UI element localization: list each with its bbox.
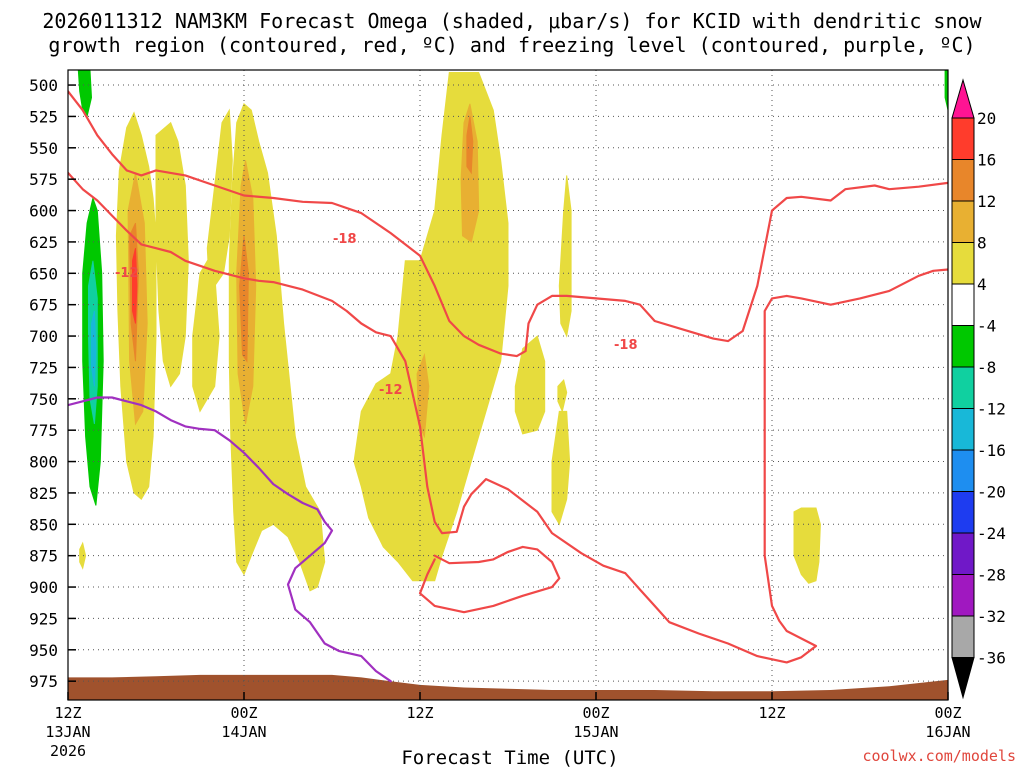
x-tick-l1-60: 00Z <box>934 704 961 722</box>
x-tick-l3-0: 2026 <box>50 742 86 760</box>
omega-region-6 <box>514 335 546 435</box>
y-tick-label-500: 500 <box>29 76 58 95</box>
contour-label-minus18-b: -18 <box>614 338 638 353</box>
x-tick-l1-0: 12Z <box>54 704 81 722</box>
colorbar-segment-8 <box>951 408 975 451</box>
omega-region-19 <box>132 248 138 324</box>
y-tick-label-650: 650 <box>29 264 58 283</box>
chart-title-line2: growth region (contoured, red, ºC) and f… <box>48 33 975 57</box>
colorbar-segment-6 <box>951 325 975 368</box>
omega-region-8 <box>551 410 571 526</box>
omega-region-20 <box>77 70 93 118</box>
y-tick-label-600: 600 <box>29 202 58 221</box>
colorbar-segment-11 <box>951 532 975 575</box>
x-tick-l2-36: 15JAN <box>573 723 618 741</box>
y-tick-label-975: 975 <box>29 672 58 691</box>
colorbar-label-7: -12 <box>977 400 1006 419</box>
y-tick-label-550: 550 <box>29 139 58 158</box>
colorbar-label-1: 16 <box>977 151 996 170</box>
colorbar-segment-5 <box>951 283 975 326</box>
colorbar-segment-12 <box>951 574 975 617</box>
plot-frame <box>67 69 949 701</box>
colorbar-segment-bottom <box>951 657 975 700</box>
colorbar-label-3: 8 <box>977 234 987 253</box>
colorbar-label-2: 12 <box>977 192 996 211</box>
y-tick-label-875: 875 <box>29 547 58 566</box>
x-tick-l2-12: 14JAN <box>221 723 266 741</box>
omega-region-18 <box>466 116 474 175</box>
omega-region-11 <box>79 541 87 570</box>
colorbar-label-11: -28 <box>977 566 1006 585</box>
colorbar-label-8: -16 <box>977 441 1006 460</box>
colorbar-label-9: -20 <box>977 483 1006 502</box>
contour-label-minus18-a: -18 <box>333 232 357 247</box>
contour-label-minus12-a: -12 <box>115 266 139 281</box>
omega-region-1 <box>155 121 189 388</box>
x-tick-l1-48: 12Z <box>758 704 785 722</box>
grid-lines <box>67 70 949 700</box>
colorbar-label-6: -8 <box>977 358 996 377</box>
y-tick-label-850: 850 <box>29 515 58 534</box>
y-tick-label-775: 775 <box>29 421 58 440</box>
colorbar-label-4: 4 <box>977 275 987 294</box>
colorbar-segment-1 <box>951 117 975 160</box>
colorbar-segment-3 <box>951 200 975 243</box>
colorbar-label-12: -32 <box>977 607 1006 626</box>
colorbar-segment-13 <box>951 615 975 658</box>
omega-region-24 <box>91 310 97 387</box>
y-tick-label-900: 900 <box>29 578 58 597</box>
y-tick-label-950: 950 <box>29 641 58 660</box>
contour-lines <box>68 90 948 683</box>
omega-region-2 <box>206 108 233 287</box>
y-tick-label-675: 675 <box>29 296 58 315</box>
colorbar-label-5: -4 <box>977 317 996 336</box>
x-tick-l2-60: 16JAN <box>925 723 970 741</box>
colorbar-label-13: -36 <box>977 649 1006 668</box>
y-tick-label-575: 575 <box>29 170 58 189</box>
omega-region-7 <box>558 175 572 338</box>
y-tick-label-725: 725 <box>29 358 58 377</box>
omega-region-9 <box>557 378 568 413</box>
y-tick-label-800: 800 <box>29 453 58 472</box>
omega-region-14 <box>460 103 480 243</box>
terrain-fill <box>68 674 948 700</box>
colorbar-segment-top <box>951 78 975 119</box>
y-tick-label-750: 750 <box>29 390 58 409</box>
colorbar-segment-7 <box>951 366 975 409</box>
colorbar: 20 16 12 8 4 -4 -8 -12 -16 -20 -24 -28 -32 -36 <box>951 78 1006 700</box>
omega-region-17 <box>239 235 249 363</box>
colorbar-segment-10 <box>951 491 975 534</box>
colorbar-segment-9 <box>951 449 975 492</box>
x-tick-l2-0: 13JAN <box>45 723 90 741</box>
x-tick-l1-24: 12Z <box>406 704 433 722</box>
colorbar-label-0: 20 <box>977 109 996 128</box>
x-axis-title: Forecast Time (UTC) <box>401 747 618 768</box>
omega-region-3 <box>192 259 220 413</box>
chart-title-line1: 2026011312 NAM3KM Forecast Omega (shaded… <box>42 9 982 33</box>
contour-label-minus12-b: -12 <box>379 383 403 398</box>
omega-region-22 <box>944 70 948 111</box>
contour-dgz_minus12_upper <box>68 90 948 358</box>
y-tick-label-825: 825 <box>29 484 58 503</box>
colorbar-label-10: -24 <box>977 524 1006 543</box>
contour-freezing_level <box>68 396 392 683</box>
y-tick-label-925: 925 <box>29 609 58 628</box>
y-tick-label-700: 700 <box>29 327 58 346</box>
credit-text: coolwx.com/models <box>862 747 1016 765</box>
x-tick-l1-36: 00Z <box>582 704 609 722</box>
colorbar-segment-4 <box>951 242 975 285</box>
y-tick-label-525: 525 <box>29 107 58 126</box>
y-axis: 500 525 550 575 600 625 650 675 700 725 750 775 800 8… <box>29 76 76 691</box>
y-tick-label-625: 625 <box>29 233 58 252</box>
contour-dgz_minus12_lower <box>68 171 948 664</box>
contour-dgz_minus12_bottom <box>418 545 561 614</box>
omega-region-10 <box>793 507 821 584</box>
terrain-layer <box>68 674 948 700</box>
colorbar-segment-2 <box>951 159 975 202</box>
x-tick-l1-12: 00Z <box>230 704 257 722</box>
